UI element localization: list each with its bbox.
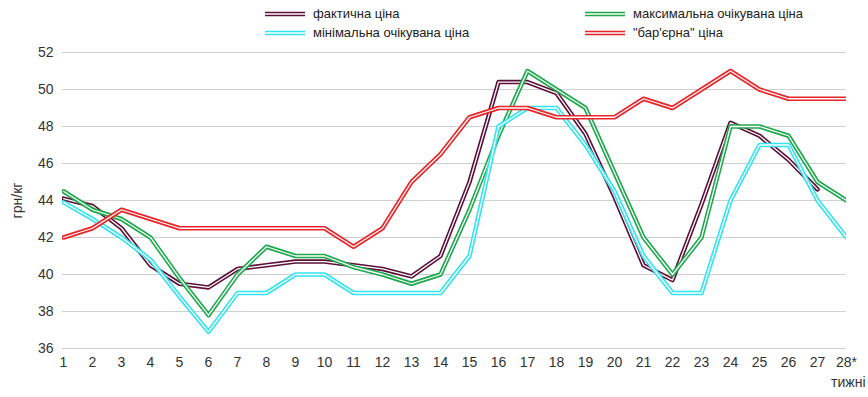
svg-text:24: 24 (723, 354, 739, 370)
svg-text:23: 23 (694, 354, 710, 370)
svg-text:15: 15 (462, 354, 478, 370)
svg-text:9: 9 (292, 354, 300, 370)
svg-text:14: 14 (433, 354, 449, 370)
svg-text:52: 52 (38, 44, 54, 60)
svg-text:18: 18 (549, 354, 565, 370)
svg-text:42: 42 (38, 229, 54, 245)
html-text:"бар'єрна" ціна: "бар'єрна" ціна (633, 25, 723, 40)
svg-text:2: 2 (89, 354, 97, 370)
svg-text:25: 25 (752, 354, 768, 370)
html-text:максимальна очікувана ціна: максимальна очікувана ціна (633, 6, 803, 21)
svg-text:21: 21 (636, 354, 652, 370)
svg-text:20: 20 (607, 354, 623, 370)
svg-text:5: 5 (176, 354, 184, 370)
html-text:мінімальна очікувана ціна: мінімальна очікувана ціна (313, 25, 470, 40)
svg-text:11: 11 (346, 354, 361, 370)
svg-text:38: 38 (38, 303, 54, 319)
html-text:фактична ціна: фактична ціна (313, 6, 400, 21)
svg-text:19: 19 (578, 354, 594, 370)
svg-text:44: 44 (38, 192, 54, 208)
svg-text:12: 12 (375, 354, 391, 370)
svg-text:грн/кг: грн/кг (9, 183, 25, 219)
svg-text:тижні: тижні (831, 374, 865, 390)
svg-text:36: 36 (38, 340, 54, 356)
svg-text:40: 40 (38, 266, 54, 282)
svg-text:3: 3 (118, 354, 126, 370)
svg-text:13: 13 (404, 354, 420, 370)
svg-text:6: 6 (205, 354, 213, 370)
svg-text:16: 16 (491, 354, 507, 370)
svg-text:22: 22 (665, 354, 681, 370)
svg-text:50: 50 (38, 81, 54, 97)
svg-text:26: 26 (781, 354, 797, 370)
svg-text:46: 46 (38, 155, 54, 171)
svg-text:28*: 28* (836, 354, 858, 370)
svg-text:27: 27 (810, 354, 826, 370)
svg-text:10: 10 (317, 354, 333, 370)
svg-text:7: 7 (234, 354, 242, 370)
svg-text:1: 1 (60, 354, 68, 370)
svg-text:8: 8 (263, 354, 271, 370)
svg-text:48: 48 (38, 118, 54, 134)
svg-text:17: 17 (520, 354, 536, 370)
svg-text:4: 4 (147, 354, 155, 370)
